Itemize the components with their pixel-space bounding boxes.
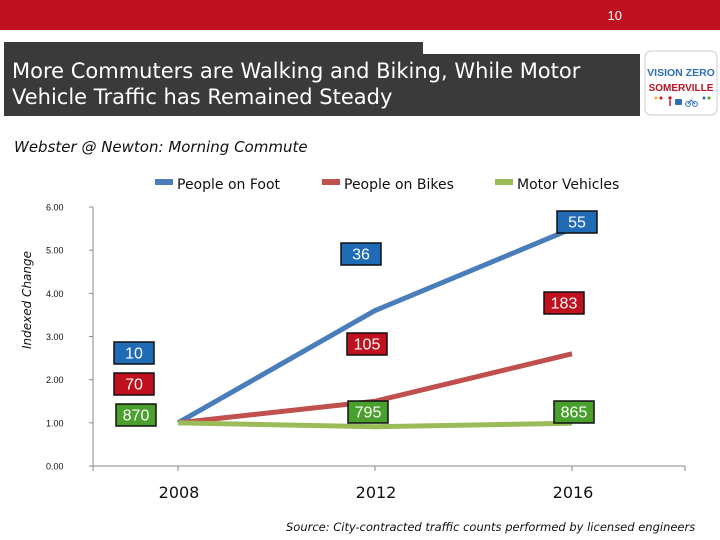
legend-swatch (495, 179, 513, 185)
x-tick-label: 2012 (356, 483, 397, 502)
data-label: 55 (568, 215, 586, 232)
legend-swatch (322, 179, 340, 185)
page-number: 10 (607, 8, 622, 23)
y-tick-label: 0.00 (46, 462, 64, 472)
data-label-box (553, 400, 595, 424)
data-label-box (113, 341, 155, 365)
data-label: 10 (125, 346, 143, 363)
legend-entry: People on Bikes (344, 177, 454, 193)
x-tick-label: 2008 (159, 483, 200, 502)
legend-swatch (155, 179, 173, 185)
logo-line-2: SOMERVILLE (649, 83, 714, 94)
data-label: 795 (355, 405, 382, 422)
data-label-box (543, 291, 585, 315)
x-tick-label: 2016 (553, 483, 594, 502)
data-label: 70 (125, 377, 143, 394)
chart-subtitle: Webster @ Newton: Morning Commute (14, 138, 308, 156)
data-label-box (347, 400, 389, 424)
bicycle-icon (685, 99, 698, 107)
data-label: 105 (354, 337, 381, 354)
data-label-box (115, 403, 157, 427)
car-icon (675, 99, 682, 105)
legend-entry: Motor Vehicles (517, 177, 619, 193)
source-note: Source: City-contracted traffic counts p… (286, 520, 696, 534)
data-label-box (556, 210, 598, 234)
data-label: 183 (551, 296, 578, 313)
data-label-box (113, 372, 155, 396)
y-tick-label: 3.00 (46, 332, 64, 342)
y-tick-label: 5.00 (46, 246, 64, 256)
data-label: 865 (561, 405, 588, 422)
logo-dots (654, 96, 711, 100)
y-tick-label: 2.00 (46, 375, 64, 385)
title-background-extension (4, 54, 640, 116)
data-label: 870 (123, 408, 150, 425)
y-tick-label: 1.00 (46, 418, 64, 428)
data-label-box (340, 242, 382, 266)
y-tick-label: 6.00 (46, 203, 64, 213)
vision-zero-logo: VISION ZERO SOMERVILLE (644, 50, 718, 116)
y-tick-label: 4.00 (46, 289, 64, 299)
pedestrian-icon (668, 96, 672, 106)
top-bar (0, 0, 720, 30)
legend-entry: People on Foot (177, 177, 281, 193)
y-axis-label: Indexed Change (20, 251, 34, 349)
page-title: More Commuters are Walking and Biking, W… (12, 59, 581, 109)
logo-line-1: VISION ZERO (647, 67, 715, 79)
data-label-box (346, 332, 388, 356)
data-label: 36 (352, 247, 370, 264)
